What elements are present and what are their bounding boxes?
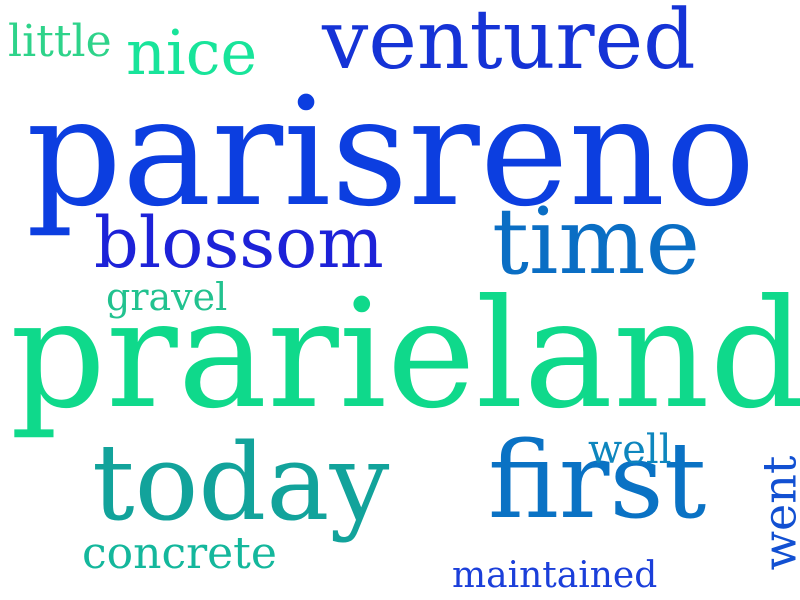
word-little: little: [8, 16, 112, 67]
word-time: time: [492, 188, 701, 295]
word-prarieland: prarieland: [10, 268, 800, 442]
word-first: first: [488, 419, 707, 542]
word-went: went: [752, 455, 800, 571]
word-concrete: concrete: [82, 528, 277, 579]
word-ventured: ventured: [322, 0, 696, 88]
word-well: well: [588, 427, 672, 473]
word-today: today: [92, 421, 390, 544]
word-nice: nice: [126, 16, 258, 89]
word-maintained: maintained: [452, 555, 658, 596]
word-blossom: blossom: [94, 202, 384, 284]
word-parisreno: parisreno: [26, 66, 756, 240]
word-gravel: gravel: [106, 275, 228, 319]
